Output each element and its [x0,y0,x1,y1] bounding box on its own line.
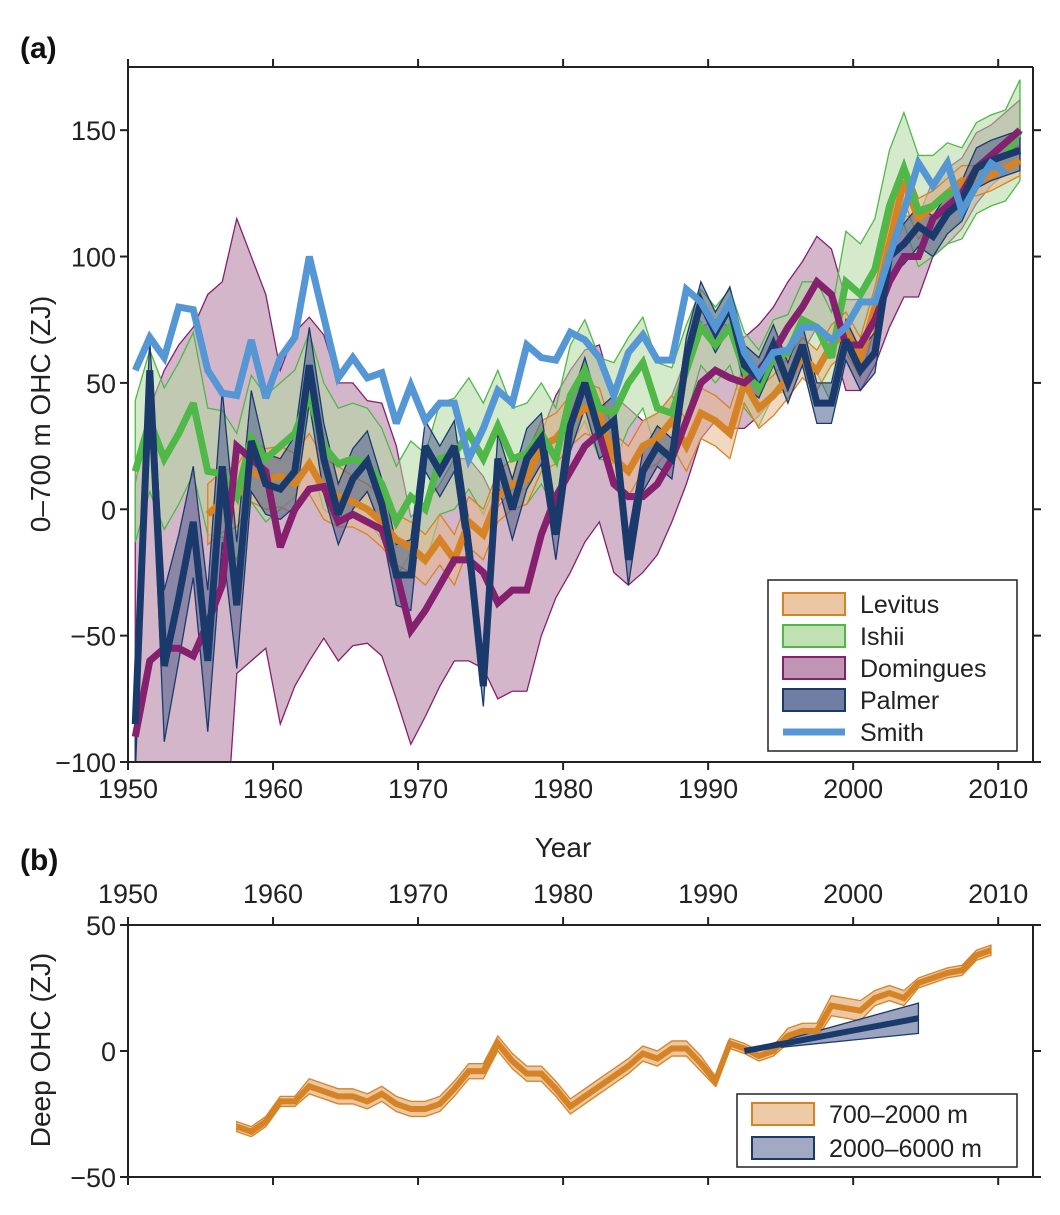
line-palmer [131,147,1022,725]
x-tick-label: 1980 [533,879,593,909]
legend-label: Smith [860,719,924,747]
axes: 1950 1960 1970 1980 1990 2000 2010 −100 −50 0 50 10… [55,59,1041,1193]
line-ishii [131,128,1023,531]
x-axis-label: Year [535,832,592,863]
legend-a: Levitus Ishii Domingues Palmer Smith [767,579,1018,752]
x-tick-label: 1950 [98,774,158,804]
legend-swatch-700-2000-m [751,1102,815,1126]
legend-swatch-palmer [782,688,846,712]
x-tick-label: 2000 [823,879,883,909]
line-2000-6000-m [743,1015,919,1054]
x-tick-label: 1970 [388,879,448,909]
x-tick-label: 1990 [678,879,738,909]
legend-label: Ishii [860,623,904,651]
y-tick-label: −50 [70,622,116,652]
panel-a-lines [131,127,1023,738]
y-tick-label: −100 [55,748,116,778]
line-domingues [131,127,1023,738]
legend-label: Levitus [860,591,939,619]
y-tick-label: 0 [101,1037,116,1067]
legend-swatch-domingues [782,656,846,680]
x-tick-label: 2000 [823,774,883,804]
x-tick-label: 1970 [388,774,448,804]
legend-swatch-2000-6000-m [751,1136,815,1160]
line-smith [132,154,1008,469]
y-axis-label-a: 0–700 m OHC (ZJ) [25,296,56,533]
y-tick-label: 50 [86,911,116,941]
legend-label: Palmer [860,687,939,715]
legend-swatch-ishii [782,624,846,648]
y-tick-label: 50 [86,369,116,399]
y-tick-label: 0 [101,495,116,525]
panel-b-label: (b) [20,844,58,877]
x-tick-label: 1960 [243,879,303,909]
y-tick-label: 150 [71,116,116,146]
x-tick-label: 1980 [533,774,593,804]
panel-a-label: (a) [20,32,57,65]
band-700-2000-m [236,944,992,1138]
x-tick-label: 1960 [243,774,303,804]
legend-label: Domingues [860,655,986,683]
x-tick-label: 1990 [678,774,738,804]
y-tick-label: 100 [71,243,116,273]
legend-swatch-levitus [782,592,846,616]
panel-b-lines [235,947,992,1135]
x-tick-label: 1950 [98,879,158,909]
y-axis-label-b: Deep OHC (ZJ) [25,953,56,1147]
x-tick-label: 2010 [968,879,1028,909]
y-tick-label: −50 [70,1163,116,1193]
legend-label: 700–2000 m [829,1101,968,1129]
legend-label: 2000–6000 m [829,1135,982,1163]
legend-b: 700–2000 m 2000–6000 m [736,1093,1018,1168]
x-tick-label: 2010 [968,774,1028,804]
line-700-2000-m [235,947,992,1135]
